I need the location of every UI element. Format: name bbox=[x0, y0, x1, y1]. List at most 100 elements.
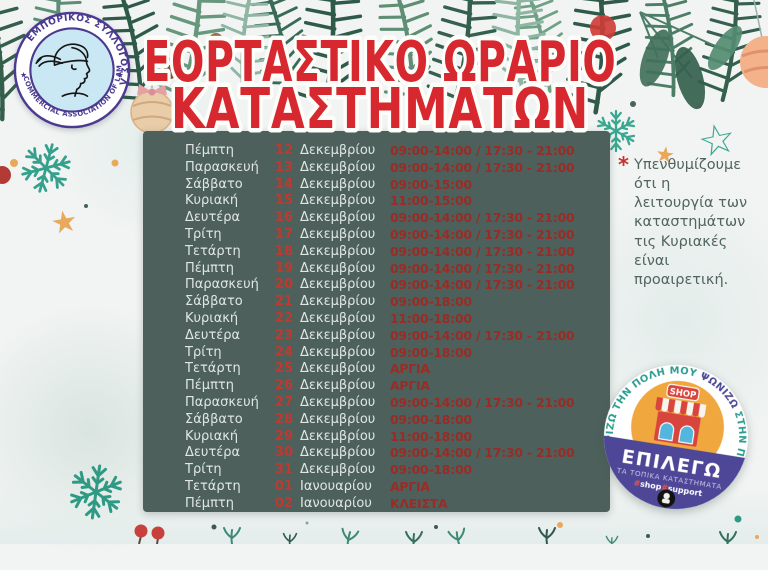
schedule-row: Σάββατο 21 Δεκεμβρίου 09:00-18:00 bbox=[185, 294, 610, 311]
schedule-date: 13 bbox=[274, 159, 293, 175]
schedule-hours: ΑΡΓΙΑ bbox=[390, 361, 430, 377]
schedule-row: Σάββατο 28 Δεκεμβρίου 09:00-18:00 bbox=[185, 412, 610, 429]
schedule-day: Πέμπτη bbox=[185, 378, 234, 394]
schedule-date: 02 bbox=[274, 495, 293, 511]
schedule-day: Τετάρτη bbox=[185, 478, 241, 494]
schedule-hours: 09:00-14:00 / 17:30 - 21:00 bbox=[390, 327, 575, 343]
schedule-month: Δεκεμβρίου bbox=[300, 210, 376, 226]
schedule-date: 20 bbox=[274, 277, 293, 293]
asterisk-icon: * bbox=[618, 153, 629, 177]
schedule-hours: 09:00-14:00 / 17:30 - 21:00 bbox=[390, 277, 575, 293]
schedule-hours: 09:00-14:00 / 17:30 - 21:00 bbox=[390, 143, 575, 158]
schedule-date: 30 bbox=[274, 445, 293, 461]
schedule-day: Δευτέρα bbox=[185, 445, 241, 461]
schedule-day: Σάββατο bbox=[185, 176, 243, 192]
schedule-hours: 09:00-18:00 bbox=[390, 294, 472, 310]
schedule-row: Τρίτη 31 Δεκεμβρίου 09:00-18:00 bbox=[185, 462, 610, 479]
schedule-hours: 11:00-18:00 bbox=[390, 310, 472, 326]
schedule-date: 12 bbox=[274, 143, 293, 158]
schedule-hours: ΑΡΓΙΑ bbox=[390, 478, 430, 494]
schedule-day: Τρίτη bbox=[185, 226, 222, 242]
schedule-hours: 09:00-14:00 / 17:30 - 21:00 bbox=[390, 260, 575, 276]
schedule-month: Ιανουαρίου bbox=[300, 495, 372, 511]
schedule-date: 15 bbox=[274, 193, 293, 209]
schedule-date: 26 bbox=[274, 378, 293, 394]
schedule-row: Παρασκευή 27 Δεκεμβρίου 09:00-14:00 / 17:30… bbox=[185, 395, 610, 412]
schedule-month: Ιανουαρίου bbox=[300, 478, 372, 494]
schedule-date: 23 bbox=[274, 327, 293, 343]
schedule-row: Κυριακή 29 Δεκεμβρίου 11:00-18:00 bbox=[185, 429, 610, 446]
schedule-day: Παρασκευή bbox=[185, 277, 259, 293]
schedule-hours: 11:00-15:00 bbox=[390, 193, 472, 209]
schedule-month: Δεκεμβρίου bbox=[300, 344, 376, 360]
snowflake-icon bbox=[17, 139, 75, 198]
schedule-month: Δεκεμβρίου bbox=[300, 226, 376, 242]
schedule-hours: 09:00-14:00 / 17:30 - 21:00 bbox=[390, 445, 575, 461]
schedule-row: Τρίτη 17 Δεκεμβρίου 09:00-14:00 / 17:30 - 2… bbox=[185, 227, 610, 244]
schedule-row: Πέμπτη 19 Δεκεμβρίου 09:00-14:00 / 17:30 - … bbox=[185, 261, 610, 278]
schedule-date: 16 bbox=[274, 210, 293, 226]
schedule-day: Πέμπτη bbox=[185, 495, 234, 511]
schedule-date: 27 bbox=[274, 394, 293, 410]
schedule-day: Δευτέρα bbox=[185, 327, 241, 343]
schedule-hours: 09:00-15:00 bbox=[390, 176, 472, 192]
title-line-2: ΚΑΤΑΣΤΗΜΑΤΩΝ bbox=[171, 77, 589, 141]
hashtag-icon: # bbox=[633, 478, 641, 488]
schedule-row: Δευτέρα 16 Δεκεμβρίου 09:00-14:00 / 17:30 -… bbox=[185, 210, 610, 227]
schedule-row: Παρασκευή 13 Δεκεμβρίου 09:00-14:00 / 17:30… bbox=[185, 160, 610, 177]
schedule-month: Δεκεμβρίου bbox=[300, 445, 376, 461]
schedule-month: Δεκεμβρίου bbox=[300, 243, 376, 259]
schedule-hours: 09:00-14:00 / 17:30 - 21:00 bbox=[390, 243, 575, 259]
schedule-hours: 09:00-18:00 bbox=[390, 344, 472, 360]
schedule-row: Δευτέρα 23 Δεκεμβρίου 09:00-14:00 / 17:30 -… bbox=[185, 328, 610, 345]
schedule-row: Τετάρτη 18 Δεκεμβρίου 09:00-14:00 / 17:30 -… bbox=[185, 244, 610, 261]
schedule-day: Τρίτη bbox=[185, 462, 222, 478]
schedule-month: Δεκεμβρίου bbox=[300, 277, 376, 293]
schedule-month: Δεκεμβρίου bbox=[300, 411, 376, 427]
schedule-day: Σάββατο bbox=[185, 294, 243, 310]
schedule-day: Τετάρτη bbox=[185, 243, 241, 259]
schedule-hours: ΑΡΓΙΑ bbox=[390, 378, 430, 394]
star-icon: ★ bbox=[48, 203, 81, 242]
schedule-day: Τετάρτη bbox=[185, 361, 241, 377]
schedule-month: Δεκεμβρίου bbox=[300, 378, 376, 394]
leaf-icon bbox=[639, 11, 743, 110]
schedule-date: 18 bbox=[274, 243, 293, 259]
schedule-panel: Πέμπτη 12 Δεκεμβρίου 09:00-14:00 / 17:30 - … bbox=[143, 131, 610, 512]
schedule-day: Παρασκευή bbox=[185, 159, 259, 175]
berries-icon bbox=[134, 524, 165, 544]
schedule-month: Δεκεμβρίου bbox=[300, 159, 376, 175]
schedule-day: Παρασκευή bbox=[185, 394, 259, 410]
sunday-note: * Υπενθυμίζουμε ότι η λειτουργία των κατ… bbox=[618, 153, 758, 290]
schedule-day: Δευτέρα bbox=[185, 210, 241, 226]
schedule-row: Παρασκευή 20 Δεκεμβρίου 09:00-14:00 / 17:30… bbox=[185, 277, 610, 294]
schedule-date: 17 bbox=[274, 226, 293, 242]
schedule-rows: Πέμπτη 12 Δεκεμβρίου 09:00-14:00 / 17:30 - … bbox=[185, 143, 610, 513]
schedule-date: 19 bbox=[274, 260, 293, 276]
schedule-row: Κυριακή 15 Δεκεμβρίου 11:00-15:00 bbox=[185, 193, 610, 210]
star-icon: ★ bbox=[20, 71, 27, 80]
snowflake-icon bbox=[67, 462, 126, 521]
schedule-hours: 09:00-14:00 / 17:30 - 21:00 bbox=[390, 210, 575, 226]
schedule-day: Κυριακή bbox=[185, 193, 239, 209]
schedule-row: Κυριακή 22 Δεκεμβρίου 11:00-18:00 bbox=[185, 311, 610, 328]
schedule-month: Δεκεμβρίου bbox=[300, 193, 376, 209]
schedule-row: Πέμπτη 12 Δεκεμβρίου 09:00-14:00 / 17:30 - … bbox=[185, 143, 610, 160]
schedule-month: Δεκεμβρίου bbox=[300, 260, 376, 276]
shop-local-badge: ΣΤΗΡΙΖΩ ΤΗΝ ΠΟΛΗ ΜΟΥ ΨΩΝΙΖΩ ΣΤΗΝ ΠΟΛΗ ΜΟ… bbox=[586, 347, 767, 528]
schedule-date: 21 bbox=[274, 294, 293, 310]
schedule-row: Τετάρτη 25 Δεκεμβρίου ΑΡΓΙΑ bbox=[185, 361, 610, 378]
ornament-icon bbox=[590, 15, 616, 41]
schedule-day: Πέμπτη bbox=[185, 143, 234, 158]
schedule-hours: 09:00-18:00 bbox=[390, 462, 472, 478]
schedule-row: Πέμπτη 26 Δεκεμβρίου ΑΡΓΙΑ bbox=[185, 378, 610, 395]
schedule-row: Πέμπτη 02 Ιανουαρίου ΚΛΕΙΣΤΑ bbox=[185, 496, 610, 513]
bauble-ornament-icon bbox=[740, 0, 768, 88]
schedule-month: Δεκεμβρίου bbox=[300, 294, 376, 310]
sprig-icon bbox=[223, 527, 737, 544]
schedule-day: Κυριακή bbox=[185, 428, 239, 444]
schedule-month: Δεκεμβρίου bbox=[300, 143, 376, 158]
schedule-row: Δευτέρα 30 Δεκεμβρίου 09:00-14:00 / 17:30 -… bbox=[185, 445, 610, 462]
schedule-month: Δεκεμβρίου bbox=[300, 310, 376, 326]
schedule-row: Τρίτη 24 Δεκεμβρίου 09:00-18:00 bbox=[185, 345, 610, 362]
